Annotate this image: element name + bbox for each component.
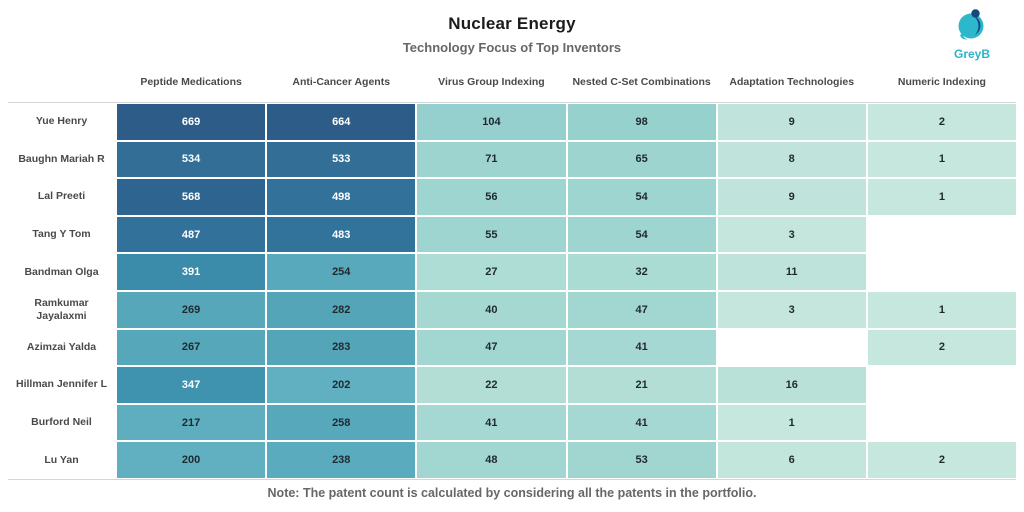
heatmap-cell[interactable]: 254 (267, 254, 416, 290)
heatmap-cell[interactable]: 217 (117, 404, 266, 441)
column-header[interactable]: Adaptation Technologies (729, 75, 855, 88)
heatmap-cell[interactable]: 98 (567, 104, 716, 140)
heatmap-cell[interactable]: 55 (417, 216, 566, 253)
heatmap-cell[interactable]: 32 (567, 254, 716, 290)
heatmap-cell[interactable]: 2 (867, 442, 1016, 478)
row-label[interactable]: Burford Neil (8, 404, 115, 441)
heatmap-cell[interactable]: 2 (867, 329, 1016, 366)
heatmap-cell[interactable]: 9 (717, 104, 866, 140)
heatmap-cell[interactable]: 534 (117, 141, 266, 178)
heatmap-cell[interactable]: 483 (267, 216, 416, 253)
heatmap-cell[interactable]: 65 (567, 141, 716, 178)
row-label[interactable]: Yue Henry (8, 104, 115, 140)
heatmap-cell[interactable]: 47 (417, 329, 566, 366)
heatmap-cell[interactable] (867, 404, 1016, 441)
row-label[interactable]: Bandman Olga (8, 254, 115, 290)
heatmap-cell[interactable] (867, 367, 1016, 403)
column-header[interactable]: Numeric Indexing (897, 75, 986, 88)
heatmap-cell[interactable]: 54 (567, 179, 716, 215)
heatmap-cell[interactable]: 533 (267, 141, 416, 178)
page-subtitle: Technology Focus of Top Inventors (402, 40, 622, 55)
greyb-logo: GreyB (946, 6, 998, 61)
heatmap-cell[interactable]: 11 (717, 254, 866, 290)
heatmap-cell[interactable]: 487 (117, 216, 266, 253)
heatmap-cell[interactable]: 202 (267, 367, 416, 403)
heatmap-cell[interactable]: 238 (267, 442, 416, 478)
heatmap-cell[interactable]: 1 (867, 179, 1016, 215)
heatmap-cell[interactable]: 3 (717, 216, 866, 253)
heatmap-cell[interactable]: 267 (117, 329, 266, 366)
row-label[interactable]: Tang Y Tom (8, 216, 115, 253)
heatmap-cell[interactable]: 40 (417, 291, 566, 328)
heatmap-cell[interactable]: 21 (567, 367, 716, 403)
chart-header: Nuclear Energy Technology Focus of Top I… (0, 14, 1024, 55)
heatmap-cell[interactable]: 41 (417, 404, 566, 441)
heatmap-cell[interactable]: 6 (717, 442, 866, 478)
column-header[interactable]: Nested C-Set Combinations (572, 75, 711, 88)
heatmap-cell[interactable]: 8 (717, 141, 866, 178)
column-header[interactable]: Peptide Medications (140, 75, 242, 88)
heatmap-cell[interactable] (867, 216, 1016, 253)
heatmap-cell[interactable]: 22 (417, 367, 566, 403)
heatmap-cell[interactable]: 71 (417, 141, 566, 178)
heatmap-cell[interactable]: 1 (867, 141, 1016, 178)
column-header-row: Peptide Medications Anti-Cancer Agents Vir… (8, 64, 1016, 100)
heatmap-cell[interactable]: 3 (717, 291, 866, 328)
row-label[interactable]: Ramkumar Jayalaxmi (8, 291, 115, 328)
heatmap-cell[interactable]: 16 (717, 367, 866, 403)
footnote: Note: The patent count is calculated by … (267, 486, 757, 500)
heatmap-cell[interactable]: 47 (567, 291, 716, 328)
heatmap-cell[interactable]: 283 (267, 329, 416, 366)
heatmap-cell[interactable]: 391 (117, 254, 266, 290)
heatmap-cell[interactable]: 664 (267, 104, 416, 140)
heatmap-cell[interactable]: 56 (417, 179, 566, 215)
heatmap-cell[interactable]: 48 (417, 442, 566, 478)
heatmap-cell[interactable]: 104 (417, 104, 566, 140)
heatmap-cell[interactable]: 269 (117, 291, 266, 328)
heatmap-cell[interactable]: 27 (417, 254, 566, 290)
row-label[interactable]: Azimzai Yalda (8, 329, 115, 366)
row-label[interactable]: Baughn Mariah R (8, 141, 115, 178)
page-title: Nuclear Energy (448, 14, 576, 33)
heatmap-cell[interactable]: 53 (567, 442, 716, 478)
heatmap-cell[interactable]: 498 (267, 179, 416, 215)
heatmap-cell[interactable]: 41 (567, 404, 716, 441)
heatmap-cell[interactable]: 9 (717, 179, 866, 215)
heatmap-table: Yue Henry 669 664 104 98 9 2 Baughn Mariah R 534… (8, 102, 1016, 480)
column-header[interactable]: Anti-Cancer Agents (292, 75, 391, 88)
heatmap-cell[interactable]: 568 (117, 179, 266, 215)
row-label[interactable]: Lu Yan (8, 442, 115, 478)
heatmap-cell[interactable]: 54 (567, 216, 716, 253)
heatmap-cell[interactable]: 1 (717, 404, 866, 441)
heatmap-cell[interactable]: 200 (117, 442, 266, 478)
heatmap-cell[interactable]: 258 (267, 404, 416, 441)
greyb-logo-icon (953, 9, 991, 48)
heatmap-cell[interactable]: 1 (867, 291, 1016, 328)
heatmap-cell[interactable] (717, 329, 866, 366)
heatmap-cell[interactable]: 347 (117, 367, 266, 403)
heatmap-cell[interactable]: 41 (567, 329, 716, 366)
heatmap-cell[interactable]: 2 (867, 104, 1016, 140)
row-label[interactable]: Lal Preeti (8, 179, 115, 215)
greyb-logo-label: GreyB (953, 47, 991, 61)
row-label[interactable]: Hillman Jennifer L (8, 367, 115, 403)
heatmap-cell[interactable]: 282 (267, 291, 416, 328)
heatmap-cell[interactable]: 669 (117, 104, 266, 140)
column-header[interactable]: Virus Group Indexing (438, 75, 545, 88)
heatmap-cell[interactable] (867, 254, 1016, 290)
